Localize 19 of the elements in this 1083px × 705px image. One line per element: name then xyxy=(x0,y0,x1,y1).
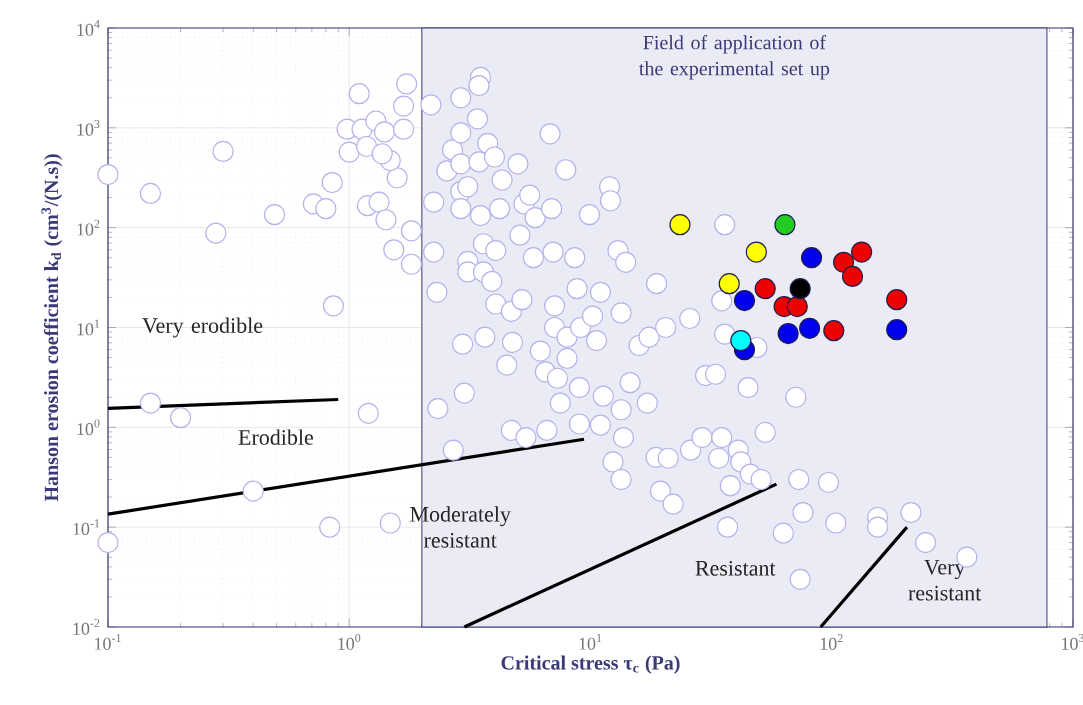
annotation: Very resistant xyxy=(908,559,982,601)
x-tick-label: 10$^{2}$ xyxy=(820,634,843,650)
x-axis-title: Critical stress τ$_{c}$ (Pa) xyxy=(501,655,680,674)
y-tick-label: 10$^{2}$ xyxy=(77,219,100,236)
x-tick-label: 10$^{-1}$ xyxy=(95,634,121,650)
annotation: Very erodible xyxy=(142,317,263,338)
annotation: Resistant xyxy=(695,560,776,576)
y-tick-label: 10$^{3}$ xyxy=(77,119,100,136)
y-tick-label: 10$^{4}$ xyxy=(77,20,100,36)
band-label: Field of application of the experimental set up xyxy=(639,35,830,80)
y-tick-label: 10$^{-1}$ xyxy=(73,519,100,536)
annotation: Erodible xyxy=(238,429,314,445)
y-tick-label: 10$^{0}$ xyxy=(77,419,100,436)
y-axis-title: Hanson erosion coefficient k$_{d}$ (cm$^{3}$/(N.s)) xyxy=(41,154,63,502)
x-tick-label: 10$^{1}$ xyxy=(579,634,602,650)
x-tick-label: 10$^{0}$ xyxy=(338,634,361,650)
annotation: Moderately resistant xyxy=(410,506,511,548)
y-tick-label: 10$^{1}$ xyxy=(77,319,100,336)
y-tick-label: 10$^{-2}$ xyxy=(73,619,100,635)
